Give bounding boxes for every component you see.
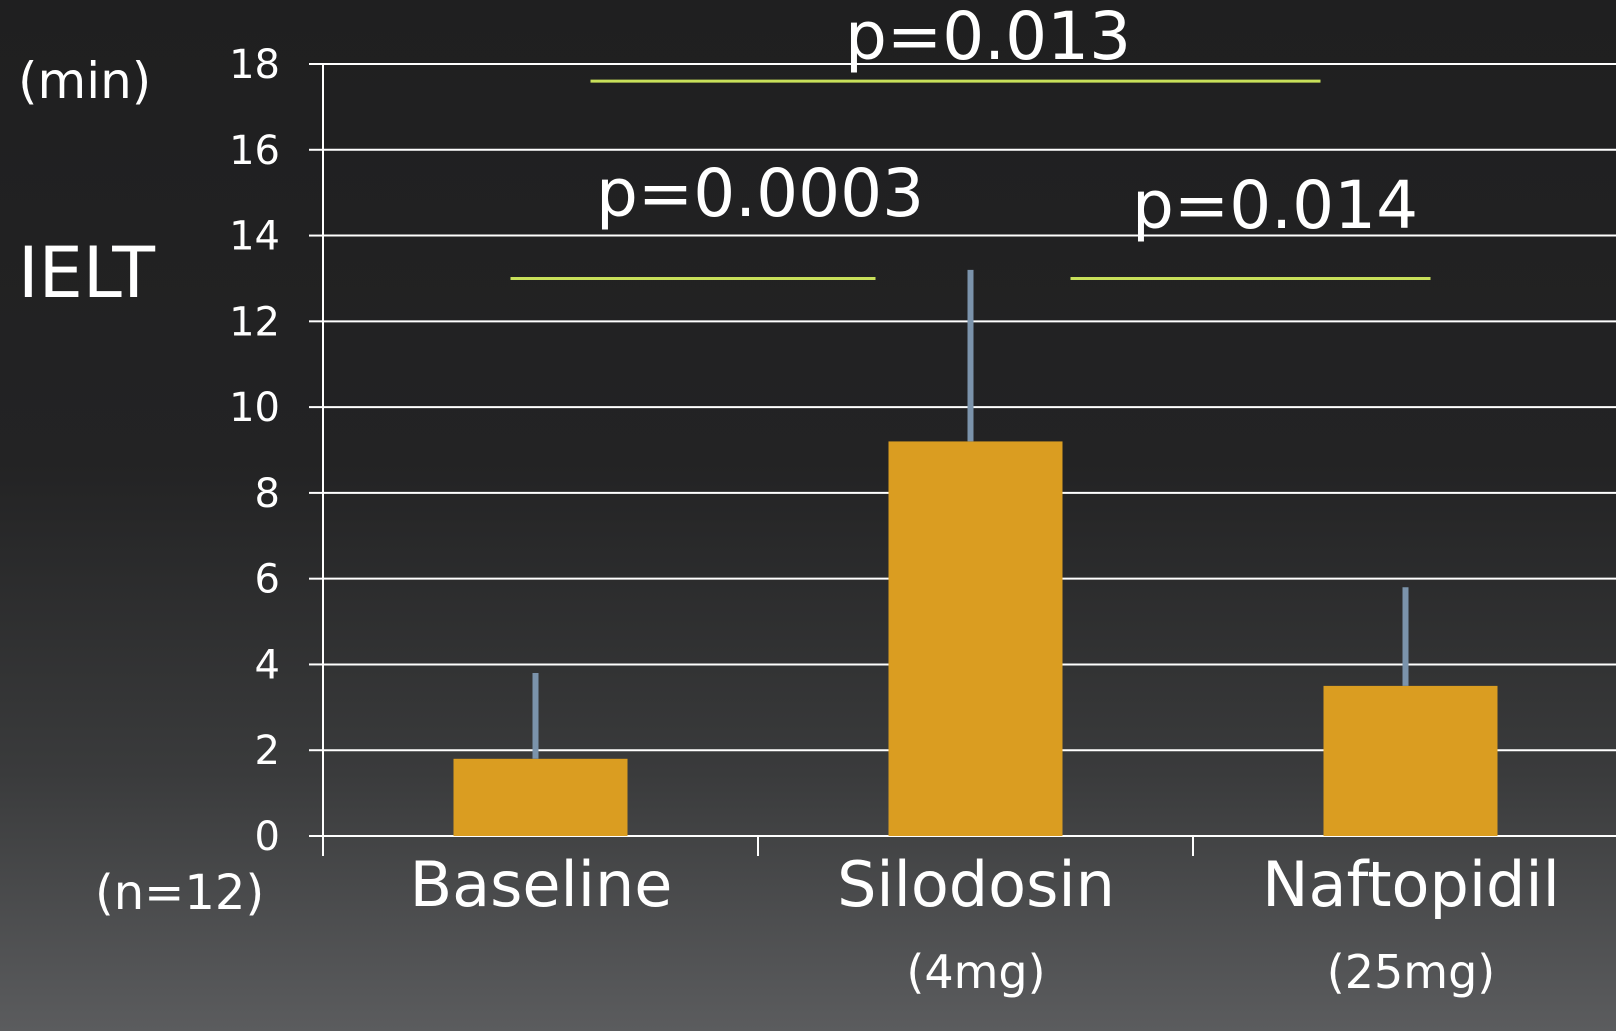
y-tick-label-0: 0 — [255, 814, 280, 860]
y-tick-label-18: 18 — [229, 42, 280, 88]
bar-silodosin — [888, 441, 1063, 836]
y-tick-label-6: 6 — [255, 557, 280, 603]
y-tick-label-8: 8 — [255, 471, 280, 517]
y-unit-label: (min) — [18, 52, 152, 110]
y-tick-label-12: 12 — [229, 299, 280, 345]
y-tick-label-2: 2 — [255, 728, 280, 774]
category-sublabel-silodosin: (4mg) — [906, 945, 1046, 999]
category-label-baseline: Baseline — [409, 848, 673, 921]
y-tick-label-4: 4 — [255, 642, 280, 688]
sample-size-note: (n=12) — [95, 865, 265, 921]
y-tick-label-14: 14 — [229, 214, 280, 260]
y-tick-label-16: 16 — [229, 128, 280, 174]
p-value-label-baseline-naftopidil: p=0.013 — [845, 0, 1132, 75]
y-tick-label-10: 10 — [229, 385, 280, 431]
p-value-label-baseline-silodosin: p=0.0003 — [596, 155, 925, 232]
bar-baseline — [453, 758, 628, 836]
p-value-label-silodosin-naftopidil: p=0.014 — [1132, 167, 1419, 244]
y-axis-label: IELT — [18, 232, 155, 314]
category-label-naftopidil: Naftopidil — [1262, 848, 1560, 921]
bar-naftopidil — [1323, 685, 1498, 836]
category-label-silodosin: Silodosin — [837, 848, 1115, 921]
category-sublabel-naftopidil: (25mg) — [1326, 945, 1496, 999]
